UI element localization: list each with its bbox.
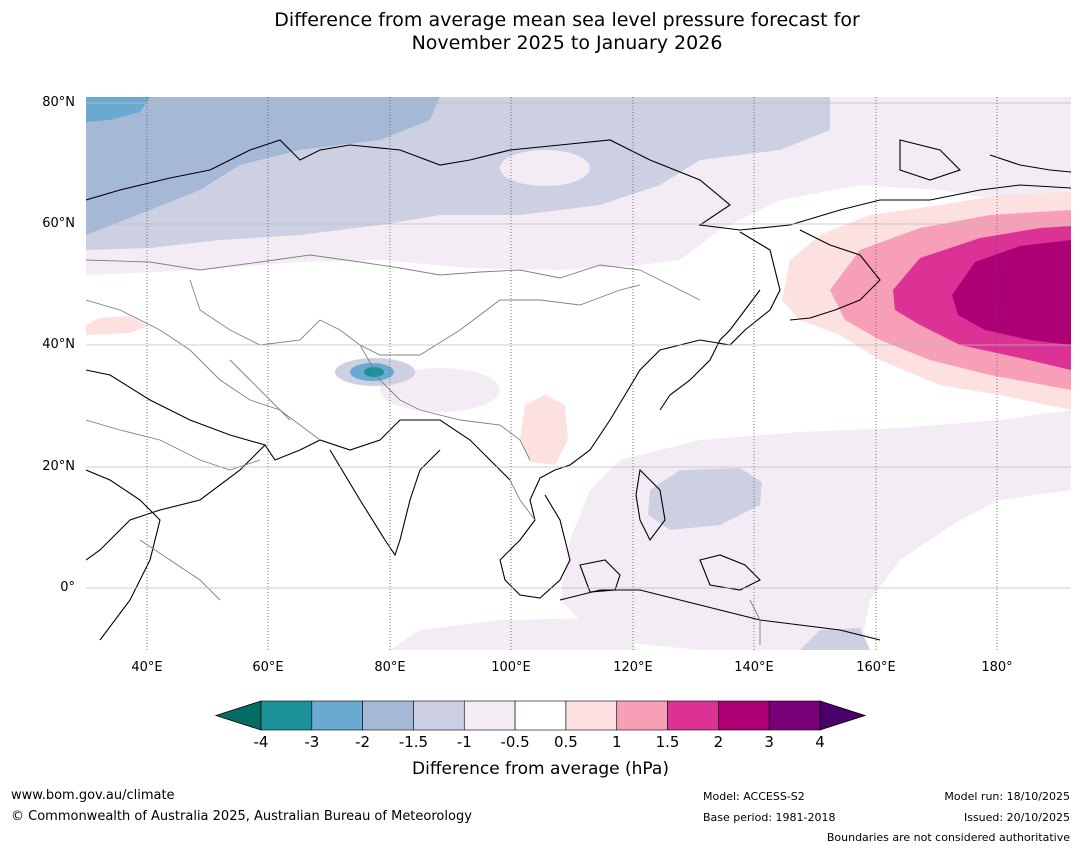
anomaly-region-china-plus-0-5: [520, 395, 568, 465]
lat-label-0: 0°: [60, 580, 75, 595]
lon-label-60e: 60°E: [252, 660, 284, 675]
map-area: [86, 97, 1071, 650]
anomaly-region-minus-1-5: [86, 97, 440, 235]
lon-label-120e: 120°E: [613, 660, 653, 675]
colorbar-swatch: [565, 700, 618, 731]
lon-label-80e: 80°E: [374, 660, 406, 675]
model-run-text: Model run: 18/10/2025: [944, 790, 1070, 803]
colorbar-extend-low: [214, 700, 262, 731]
latitude-gridlines: [86, 102, 1071, 589]
colorbar-tick-label: -4: [253, 733, 269, 751]
copyright-text: © Commonwealth of Australia 2025, Austra…: [11, 809, 472, 824]
colorbar-swatch: [667, 700, 719, 731]
country-borders: [86, 254, 761, 645]
colorbar-tick-label: -1: [456, 733, 472, 751]
lon-label-160e: 160°E: [856, 660, 896, 675]
anomaly-region-tropical-minus-1: [648, 468, 762, 530]
issued-text: Issued: 20/10/2025: [963, 811, 1070, 824]
model-text: Model: ACCESS-S2: [703, 790, 805, 803]
colorbar-swatch: [514, 700, 567, 731]
colorbar-swatch: [413, 700, 465, 731]
colorbar-tick-label: 3: [764, 733, 774, 751]
colorbar-swatch: [616, 700, 668, 731]
title-line-2: November 2025 to January 2026: [411, 32, 723, 54]
longitude-gridlines: [146, 97, 998, 650]
coastlines: [86, 139, 1071, 641]
lat-label-20n: 20°N: [42, 459, 75, 474]
disclaimer-text: Boundaries are not considered authoritat…: [826, 831, 1070, 844]
colorbar-tick-label: -3: [304, 733, 320, 751]
colorbar-swatches: [214, 700, 867, 731]
lat-label-40n: 40°N: [42, 337, 75, 352]
colorbar-tick-label: -1.5: [398, 733, 429, 751]
lon-label-100e: 100°E: [491, 660, 531, 675]
anomaly-region-south-minus-0-5: [390, 618, 640, 650]
anomaly-region-caspian-plus-0-5: [86, 316, 148, 335]
colorbar-swatch: [260, 700, 313, 731]
colorbar-extend-high: [819, 700, 867, 731]
colorbar-swatch: [768, 700, 821, 731]
colorbar-tick-label: -0.5: [500, 733, 530, 751]
colorbar-swatch: [362, 700, 414, 731]
chart-title: Difference from average mean sea level p…: [0, 9, 1081, 55]
colorbar-label: Difference from average (hPa): [412, 759, 669, 779]
base-period-text: Base period: 1981-2018: [703, 811, 836, 824]
anomaly-region-pacific-plus-2: [952, 240, 1071, 345]
colorbar-swatch: [718, 700, 770, 731]
anomaly-region-tibet-minus-3: [364, 367, 384, 377]
title-line-1: Difference from average mean sea level p…: [274, 9, 860, 31]
lon-label-140e: 140°E: [734, 660, 774, 675]
website-link[interactable]: www.bom.gov.au/climate: [11, 788, 175, 803]
colorbar-swatch: [463, 700, 516, 731]
colorbar-tick-label: 1: [611, 733, 622, 751]
anomaly-region-minus-0-5-inner: [500, 150, 590, 186]
colorbar-tick-label: 2: [713, 733, 724, 751]
anomaly-region-tibet-minus-0-5: [380, 368, 500, 412]
lon-label-40e: 40°E: [131, 660, 163, 675]
colorbar-tick-label: 1.5: [655, 733, 680, 751]
lat-label-60n: 60°N: [42, 216, 75, 231]
colorbar-tick-label: -2: [355, 733, 371, 751]
colorbar-tick-label: 0.5: [553, 733, 578, 751]
colorbar-swatch: [311, 700, 363, 731]
lon-label-180: 180°: [981, 660, 1013, 675]
lat-label-80n: 80°N: [42, 95, 75, 110]
pressure-anomaly-map: [86, 97, 1071, 650]
colorbar-tick-label: 4: [815, 733, 825, 751]
